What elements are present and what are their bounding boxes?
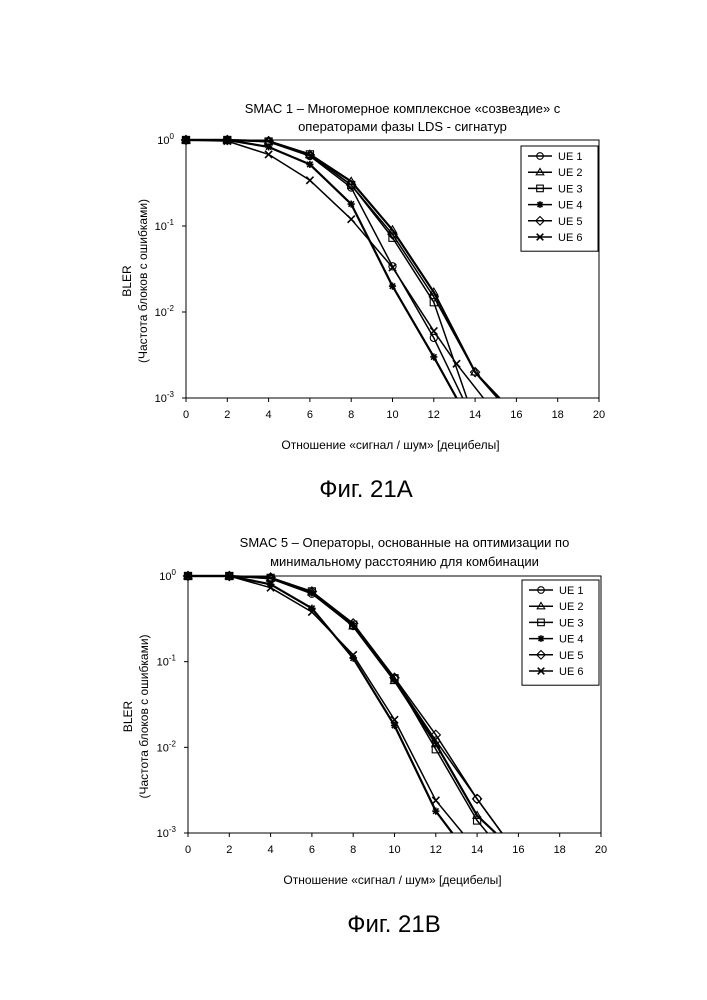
x-tick-label: 4: [266, 409, 272, 421]
legend-label: UE 6: [559, 666, 583, 678]
x-tick-label: 4: [268, 844, 274, 856]
y-tick-label: 10-1: [157, 654, 177, 669]
series-ue-1: [184, 572, 501, 833]
legend-label: UE 2: [558, 167, 582, 179]
x-tick-label: 12: [428, 409, 440, 421]
series-line: [186, 140, 483, 398]
legend-label: UE 3: [558, 183, 582, 195]
chart-title: SMAC 1 – Многомерное комплексное «созвез…: [245, 101, 561, 116]
x-tick-label: 6: [309, 844, 315, 856]
x-tick-label: 2: [224, 409, 230, 421]
y-tick-label: 10-2: [157, 739, 177, 754]
x-tick-label: 10: [386, 409, 398, 421]
x-tick-label: 8: [348, 409, 354, 421]
data-point-star: [389, 283, 396, 290]
y-axis-label: BLER: [120, 265, 134, 297]
x-tick-label: 20: [595, 844, 607, 856]
x-tick-label: 14: [469, 409, 481, 421]
chart-panel-2: SMAC 5 – Операторы, основанные на оптими…: [121, 535, 607, 938]
x-tick-label: 8: [350, 844, 356, 856]
series-ue-6: [182, 136, 483, 398]
x-axis-label: Отношение «сигнал / шум» [децибелы]: [281, 438, 499, 452]
x-tick-label: 18: [554, 844, 566, 856]
x-axis-label: Отношение «сигнал / шум» [децибелы]: [283, 873, 501, 887]
x-tick-label: 0: [185, 844, 191, 856]
series-ue-2: [184, 572, 496, 833]
series-ue-3: [184, 572, 487, 833]
legend-label: UE 5: [558, 216, 582, 228]
series-line: [188, 576, 502, 833]
x-tick-label: 20: [593, 409, 605, 421]
legend: UE 1 UE 2 UE 3 UE 4 UE 5 UE 6: [522, 580, 599, 685]
series-ue-3: [182, 136, 466, 398]
series-line: [188, 576, 463, 833]
x-tick-label: 18: [552, 409, 564, 421]
figure-caption: Фиг. 21B: [347, 911, 441, 938]
y-tick-label: 10-2: [155, 304, 175, 319]
x-tick-label: 16: [512, 844, 524, 856]
x-tick-label: 10: [388, 844, 400, 856]
legend-label: UE 1: [558, 151, 582, 163]
legend-marker-star: [538, 635, 545, 642]
series-ue-2: [182, 136, 498, 398]
legend-label: UE 3: [559, 617, 583, 629]
data-point-x: [348, 216, 355, 223]
legend-marker-star: [537, 201, 544, 208]
y-axis-label-line2: (Частота блоков с ошибками): [136, 199, 150, 363]
y-tick-label: 100: [157, 132, 174, 147]
data-point-x: [265, 151, 272, 158]
legend-label: UE 6: [558, 232, 582, 244]
legend-label: UE 1: [559, 585, 583, 597]
y-tick-label: 100: [159, 568, 176, 583]
series-line: [188, 576, 502, 833]
y-tick-label: 10-1: [155, 218, 175, 233]
chart-title: SMAC 5 – Операторы, основанные на оптими…: [240, 535, 570, 550]
legend-label: UE 4: [558, 200, 582, 212]
x-tick-label: 2: [226, 844, 232, 856]
legend-label: UE 4: [559, 634, 583, 646]
y-tick-label: 10-3: [155, 390, 175, 405]
series-line: [188, 576, 452, 833]
y-axis-label-line2: (Частота блоков с ошибками): [137, 634, 151, 798]
data-point-star: [348, 200, 355, 207]
data-point-star: [265, 143, 272, 150]
series-ue-6: [184, 572, 462, 833]
data-point-x: [306, 177, 313, 184]
series-ue-5: [183, 571, 501, 833]
data-point-x: [432, 797, 439, 804]
x-tick-label: 6: [307, 409, 313, 421]
data-point-star: [306, 161, 313, 168]
series-ue-4: [182, 136, 456, 398]
data-point-x: [430, 327, 437, 334]
y-axis-label: BLER: [121, 700, 135, 732]
x-tick-label: 16: [510, 409, 522, 421]
chart-title-line2: операторами фазы LDS - сигнатур: [298, 119, 507, 134]
series-line: [186, 140, 467, 398]
data-point-star: [430, 353, 437, 360]
legend-label: UE 2: [559, 601, 583, 613]
x-tick-label: 0: [183, 409, 189, 421]
chart-panel-1: SMAC 1 – Многомерное комплексное «созвез…: [120, 101, 605, 503]
x-tick-label: 12: [430, 844, 442, 856]
chart-title-line2: минимальному расстоянию для комбинации: [270, 554, 539, 569]
y-tick-label: 10-3: [157, 825, 177, 840]
x-tick-label: 14: [471, 844, 483, 856]
legend-label: UE 5: [559, 650, 583, 662]
data-point-star: [432, 808, 439, 815]
legend: UE 1 UE 2 UE 3 UE 4 UE 5 UE 6: [521, 146, 598, 251]
figure-caption: Фиг. 21A: [319, 476, 413, 503]
